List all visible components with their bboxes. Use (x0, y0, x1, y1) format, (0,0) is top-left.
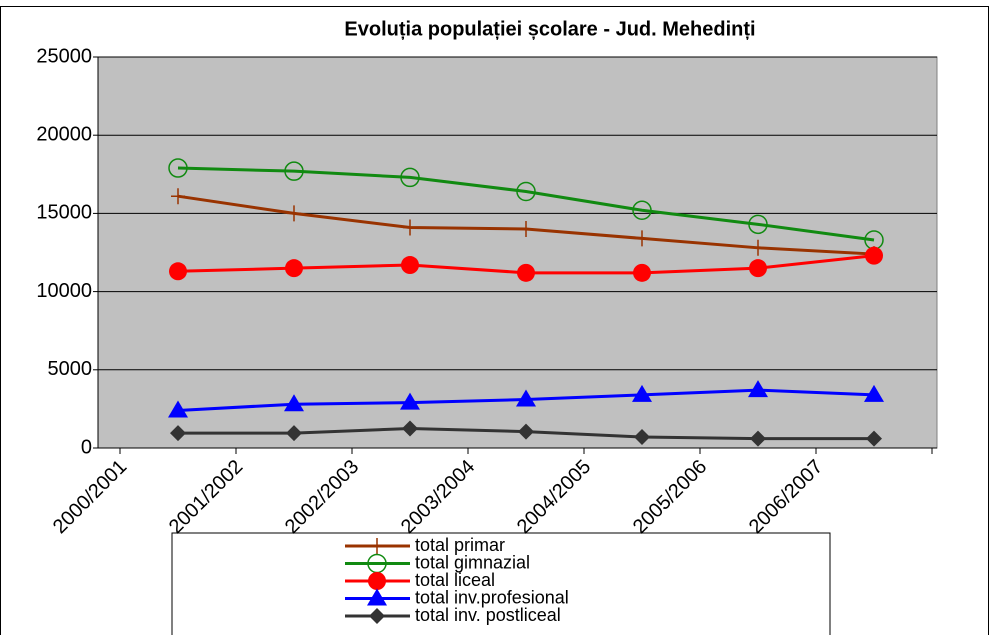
marker (370, 538, 384, 554)
legend-label: total primar (415, 535, 505, 555)
marker (369, 608, 385, 624)
marker (286, 425, 302, 442)
marker (400, 167, 420, 188)
marker (171, 188, 185, 205)
marker (285, 259, 303, 278)
marker (635, 230, 649, 247)
legend-label: total liceal (415, 570, 495, 590)
marker (749, 259, 767, 278)
y-tick-label: 20000 (36, 123, 92, 145)
marker (517, 263, 535, 282)
marker (284, 394, 304, 412)
marker (168, 400, 188, 418)
marker (864, 384, 884, 402)
y-tick-label: 25000 (36, 45, 92, 67)
legend-label: total inv.profesional (415, 587, 569, 607)
marker (400, 392, 420, 410)
marker (516, 389, 536, 407)
marker (633, 263, 651, 282)
marker (866, 430, 882, 447)
marker (865, 246, 883, 265)
marker (634, 429, 650, 446)
marker (287, 205, 301, 222)
marker (403, 219, 417, 236)
marker (401, 256, 419, 275)
y-tick-label: 10000 (36, 280, 92, 302)
marker (169, 262, 187, 281)
marker (170, 425, 186, 442)
y-tick-label: 15000 (36, 202, 92, 224)
y-tick-label: 0 (81, 436, 92, 458)
plot-area (97, 56, 938, 449)
marker (284, 161, 304, 181)
marker (750, 430, 766, 447)
y-tick-label: 5000 (48, 358, 93, 380)
marker (748, 214, 768, 235)
marker (518, 423, 534, 440)
series-line (177, 166, 875, 242)
marker (516, 181, 536, 202)
marker (632, 200, 652, 221)
marker (751, 239, 765, 256)
legend-label: total inv. postliceal (415, 605, 561, 625)
marker (168, 158, 188, 178)
marker (368, 572, 386, 590)
marker (519, 221, 533, 238)
marker (402, 420, 418, 437)
marker (367, 588, 387, 606)
legend (171, 532, 831, 640)
chart-title: Evoluția populației școlare - Jud. Mehed… (344, 18, 755, 40)
legend-label: total gimnazial (415, 552, 530, 572)
marker (632, 384, 652, 402)
marker (748, 380, 768, 398)
